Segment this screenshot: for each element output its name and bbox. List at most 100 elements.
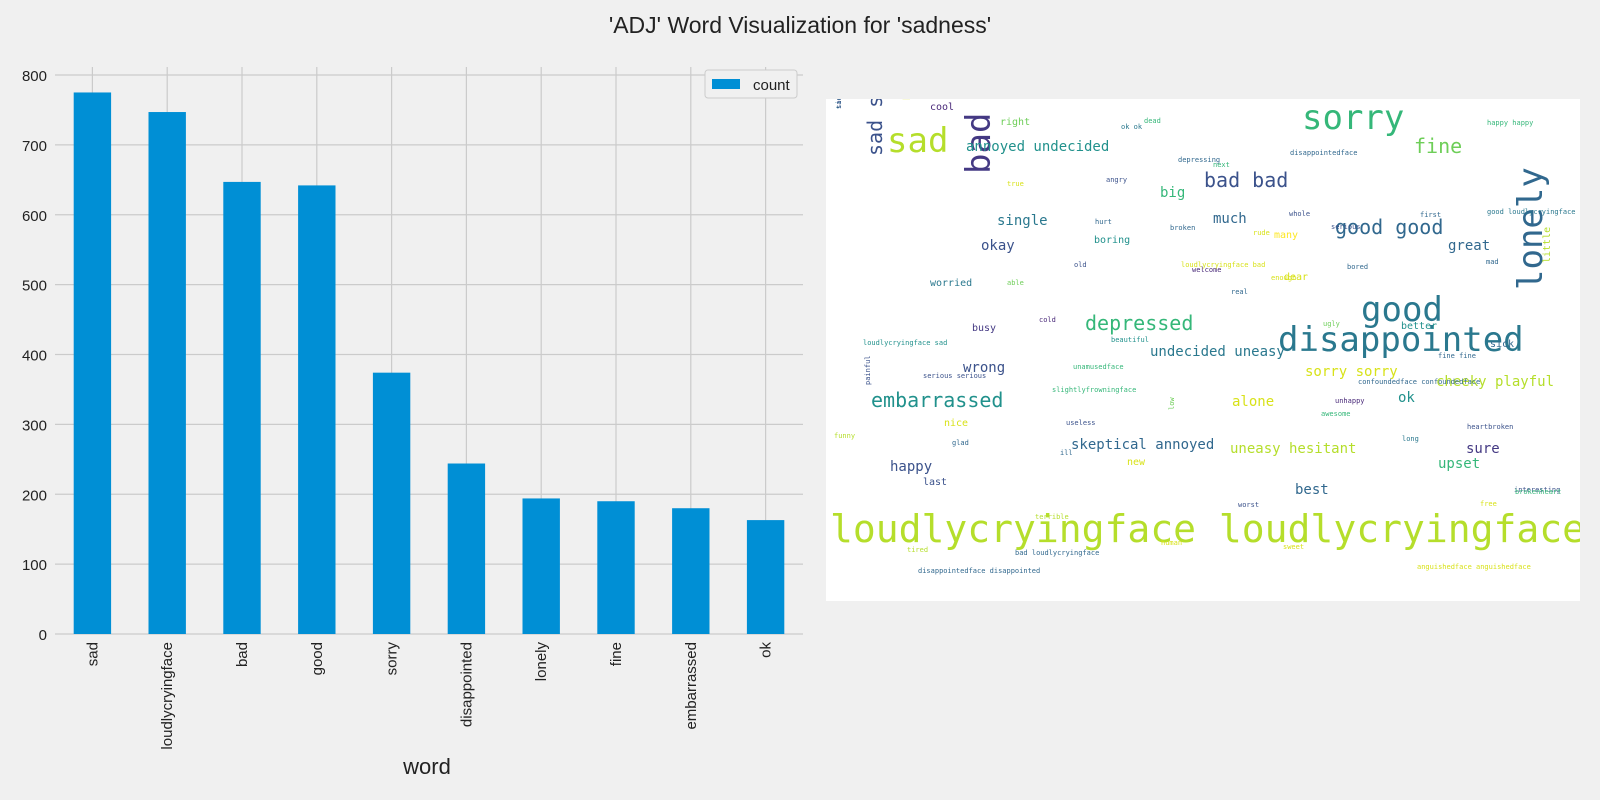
bar-good bbox=[298, 185, 336, 634]
y-tick-label: 800 bbox=[22, 68, 47, 85]
wordcloud-word: sad loudlycryingface bbox=[835, 99, 843, 109]
wordcloud-word: serious serious bbox=[923, 372, 987, 380]
wordcloud-word: brokenheart bbox=[1515, 488, 1562, 496]
bar-embarrassed bbox=[672, 508, 710, 634]
legend-swatch bbox=[712, 79, 740, 89]
wordcloud-word: best bbox=[1295, 482, 1329, 498]
wordcloud-word: loudlycryingface bad bbox=[1181, 261, 1266, 269]
wordcloud-word: useless bbox=[1066, 419, 1096, 427]
wordcloud-word: fine bbox=[1414, 134, 1463, 158]
wordcloud-word: terrible bbox=[1035, 513, 1069, 521]
wordcloud-word: cool bbox=[930, 102, 955, 113]
x-tick-label: sorry bbox=[384, 642, 401, 676]
wordcloud-word: unhappy bbox=[1335, 397, 1365, 405]
wordcloud-word: good good bbox=[1335, 215, 1444, 239]
wordcloud-word: confoundedface confoundedface bbox=[1358, 378, 1481, 386]
wordcloud-word: cheeky playful bbox=[1436, 374, 1555, 390]
wordcloud-word: free bbox=[1480, 500, 1497, 508]
wordcloud-word: single bbox=[997, 213, 1048, 229]
wordcloud-word: good bbox=[1361, 290, 1443, 330]
bar-sorry bbox=[372, 372, 411, 634]
wordcloud-word: worst bbox=[1238, 501, 1260, 509]
wordcloud-word: low bbox=[1168, 397, 1176, 410]
bar-disappointed bbox=[447, 463, 486, 634]
wordcloud-word: skeptical annoyed bbox=[1071, 437, 1215, 453]
wordcloud-word: nice bbox=[944, 418, 969, 429]
wordcloud-word: next bbox=[1213, 161, 1230, 169]
x-tick-label: embarrassed bbox=[683, 642, 700, 730]
x-tick-label: good bbox=[309, 642, 326, 675]
x-tick-label: loudlycryingface bbox=[159, 642, 176, 750]
legend-frame bbox=[704, 69, 798, 99]
y-tick-label: 700 bbox=[22, 138, 47, 155]
x-tick-label: lonely bbox=[533, 642, 550, 682]
wordcloud-word: sorry sorry bbox=[1305, 364, 1398, 380]
bar-lonely bbox=[522, 498, 560, 634]
wordcloud-word: ok ok bbox=[1121, 123, 1143, 131]
wordcloud-word: anguishedface anguishedface bbox=[1417, 563, 1531, 571]
wordcloud-word: sorry bbox=[1302, 99, 1405, 138]
wordcloud-word: funny bbox=[834, 432, 856, 440]
wordcloud-word: ugly bbox=[1323, 320, 1340, 328]
wordcloud-word: sick bbox=[1490, 339, 1515, 350]
wordcloud-word: unamusedface bbox=[1073, 363, 1124, 371]
bar-loudlycryingface bbox=[148, 112, 186, 634]
wordcloud-word: broken bbox=[1170, 224, 1196, 232]
wordcloud-word: glad bbox=[952, 439, 969, 447]
wordcloud-word: sure bbox=[1466, 441, 1500, 457]
wordcloud-word: upset bbox=[1438, 456, 1481, 472]
wordcloud-word: slightlyfrowningface bbox=[1052, 386, 1137, 394]
y-tick-label: 600 bbox=[22, 208, 47, 225]
wordcloud-word: first bbox=[1420, 211, 1442, 219]
wordcloud-word: heartbroken bbox=[1467, 423, 1514, 431]
wordcloud-word: happy bbox=[890, 459, 933, 475]
x-tick-label: fine bbox=[608, 642, 625, 666]
wordcloud-word: boring bbox=[1094, 235, 1131, 246]
wordcloud-word: disappointedface disappointed bbox=[918, 567, 1041, 575]
bar-sad bbox=[73, 92, 112, 634]
wordcloud-word: human bbox=[1161, 539, 1183, 547]
wordcloud-word: cold bbox=[1039, 316, 1056, 324]
wordcloud-word: better bbox=[1401, 321, 1438, 332]
wordcloud-word: last bbox=[923, 477, 948, 488]
bar-ok bbox=[746, 520, 785, 634]
wordcloud-word: whole bbox=[1289, 210, 1311, 218]
wordcloud-word: bad bad bbox=[1204, 168, 1289, 192]
bar-fine bbox=[597, 501, 635, 634]
wordcloud-word: ok bbox=[1398, 390, 1415, 406]
wordcloud-word: poor bbox=[900, 99, 911, 100]
wordcloud-word: happy happy bbox=[1487, 119, 1534, 127]
wordcloud-word: long bbox=[1402, 435, 1419, 443]
legend: count bbox=[704, 69, 798, 99]
wordcloud-word: depressed bbox=[1085, 311, 1194, 335]
wordcloud-word: interesting bbox=[1514, 486, 1561, 494]
wordcloud-word: wrong bbox=[963, 360, 1006, 376]
y-tick-label: 200 bbox=[22, 487, 47, 504]
wordcloud-word: hurt bbox=[1095, 218, 1112, 226]
wordcloud-word: enough bbox=[1271, 274, 1297, 282]
x-axis-label: word bbox=[402, 754, 451, 779]
wordcloud-word: worried bbox=[930, 278, 973, 289]
wordcloud-word: fine fine bbox=[1438, 352, 1476, 360]
wordcloud-word: big bbox=[1160, 185, 1186, 201]
wordcloud-word: sweet bbox=[1283, 543, 1305, 551]
wordcloud-word: mad bbox=[1486, 258, 1499, 266]
wordcloud-word: little bbox=[1542, 226, 1553, 263]
wordcloud-word: bad loudlycryingface bbox=[1015, 549, 1100, 557]
wordcloud-word: old bbox=[1074, 261, 1087, 269]
wordcloud-word: dear bbox=[1284, 272, 1309, 283]
wordcloud-word: loudlycryingface loudlycryingface bbox=[830, 507, 1580, 551]
bars bbox=[73, 92, 785, 634]
y-tick-label: 500 bbox=[22, 278, 47, 295]
wordcloud-word: undecided uneasy bbox=[1150, 344, 1285, 360]
wordcloud-word: real bbox=[1231, 288, 1248, 296]
wordcloud-word: able bbox=[1007, 279, 1024, 287]
x-tick-label: bad bbox=[234, 642, 251, 667]
wordcloud-word: loudlycryingface sad bbox=[863, 339, 948, 347]
x-tick-label: ok bbox=[758, 642, 775, 658]
wordcloud-word: ill bbox=[1060, 449, 1073, 457]
wordcloud-word: bored bbox=[1347, 263, 1369, 271]
wordcloud-word: dead bbox=[1144, 117, 1161, 125]
bar-bad bbox=[223, 181, 261, 634]
wordcloud-word: depressing bbox=[1178, 156, 1221, 164]
